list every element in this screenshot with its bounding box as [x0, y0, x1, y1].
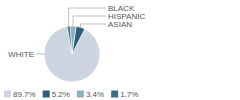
leader-line [36, 54, 44, 55]
legend-swatch [4, 91, 11, 98]
leader-line [73, 16, 106, 26]
slice-label: ASIAN [108, 20, 132, 29]
legend-label: 3.4% [86, 90, 104, 99]
slice-label: WHITE [8, 50, 34, 59]
legend-swatch [77, 91, 84, 98]
slices [44, 26, 100, 82]
pie-slice [67, 26, 72, 54]
annotations: BLACKHISPANICASIANWHITE [8, 4, 145, 59]
legend-swatch [111, 91, 118, 98]
legend-label: 5.2% [52, 90, 70, 99]
legend: 89.7% 5.2% 3.4% 1.7% [4, 90, 138, 99]
leader-line [69, 8, 106, 26]
legend-label: 1.7% [120, 90, 138, 99]
chart: BLACKHISPANICASIANWHITE89.7%5.2%3.4%1.7% [0, 0, 240, 100]
pie-slice [44, 26, 100, 82]
legend-label: 89.7% [13, 90, 36, 99]
legend-swatch [43, 91, 50, 98]
leader-line [81, 24, 106, 27]
